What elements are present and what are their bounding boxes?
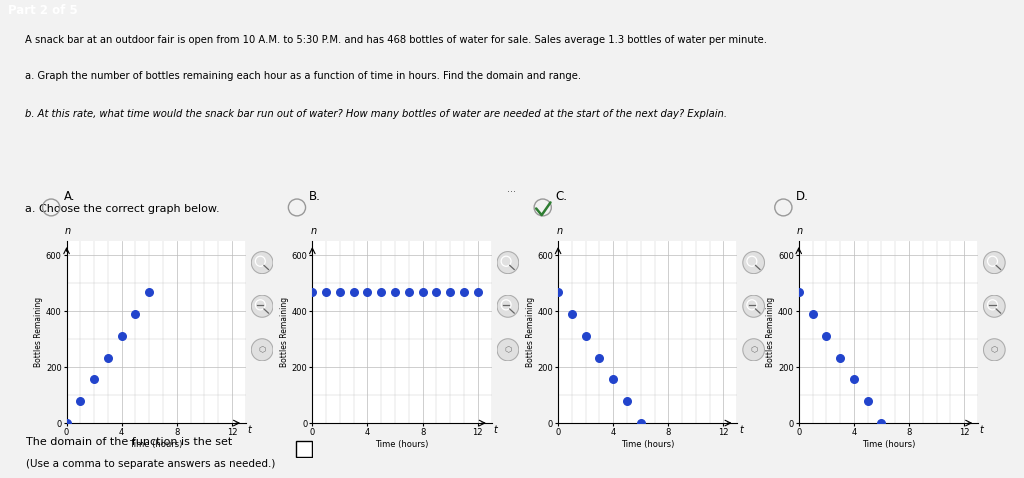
Text: (Use a comma to separate answers as needed.): (Use a comma to separate answers as need… xyxy=(26,459,275,469)
Point xyxy=(86,376,102,383)
Text: t: t xyxy=(494,425,498,435)
Y-axis label: Bottles Remaining: Bottles Remaining xyxy=(34,297,43,367)
X-axis label: Time (hours): Time (hours) xyxy=(375,440,429,449)
Point xyxy=(578,332,594,340)
Circle shape xyxy=(742,295,765,317)
Y-axis label: Bottles Remaining: Bottles Remaining xyxy=(525,297,535,367)
Text: a. Choose the correct graph below.: a. Choose the correct graph below. xyxy=(26,204,220,214)
Circle shape xyxy=(742,339,765,361)
Text: t: t xyxy=(739,425,743,435)
Point xyxy=(99,354,116,361)
Text: B.: B. xyxy=(309,190,322,203)
Circle shape xyxy=(742,251,765,273)
Point xyxy=(141,288,158,296)
Text: The domain of the function is the set: The domain of the function is the set xyxy=(26,437,231,447)
Text: A.: A. xyxy=(63,190,75,203)
Point xyxy=(456,288,472,296)
Point xyxy=(591,354,607,361)
Point xyxy=(345,288,361,296)
Text: ⬡: ⬡ xyxy=(990,345,998,354)
Text: n: n xyxy=(310,226,316,236)
Point xyxy=(127,310,143,318)
Text: ⬡: ⬡ xyxy=(258,345,266,354)
Point xyxy=(415,288,431,296)
Point xyxy=(442,288,459,296)
Text: ···: ··· xyxy=(508,187,516,196)
Point xyxy=(859,397,876,405)
Point xyxy=(846,376,862,383)
Point xyxy=(831,354,848,361)
Circle shape xyxy=(497,251,519,273)
Point xyxy=(605,376,622,383)
Point xyxy=(72,397,88,405)
Circle shape xyxy=(497,295,519,317)
Point xyxy=(873,419,890,427)
Circle shape xyxy=(497,339,519,361)
Text: Part 2 of 5: Part 2 of 5 xyxy=(8,4,78,17)
Text: D.: D. xyxy=(796,190,809,203)
Point xyxy=(818,332,835,340)
Point xyxy=(317,288,334,296)
Y-axis label: Bottles Remaining: Bottles Remaining xyxy=(280,297,289,367)
Circle shape xyxy=(983,251,1006,273)
Point xyxy=(563,310,580,318)
Circle shape xyxy=(251,295,273,317)
Point xyxy=(359,288,376,296)
X-axis label: Time (hours): Time (hours) xyxy=(129,440,183,449)
Text: n: n xyxy=(65,226,71,236)
Point xyxy=(58,419,75,427)
Circle shape xyxy=(983,295,1006,317)
Point xyxy=(114,332,130,340)
Point xyxy=(633,419,649,427)
Point xyxy=(387,288,403,296)
Circle shape xyxy=(251,251,273,273)
Text: n: n xyxy=(556,226,562,236)
Point xyxy=(373,288,389,296)
Point xyxy=(332,288,348,296)
Text: A snack bar at an outdoor fair is open from 10 A.M. to 5:30 P.M. and has 468 bot: A snack bar at an outdoor fair is open f… xyxy=(26,35,767,45)
Point xyxy=(550,288,566,296)
Text: n: n xyxy=(797,226,803,236)
Point xyxy=(791,288,807,296)
Point xyxy=(304,288,321,296)
Point xyxy=(618,397,635,405)
Text: t: t xyxy=(980,425,984,435)
Text: C.: C. xyxy=(555,190,567,203)
Point xyxy=(804,310,820,318)
Point xyxy=(470,288,486,296)
Text: a. Graph the number of bottles remaining each hour as a function of time in hour: a. Graph the number of bottles remaining… xyxy=(26,71,582,81)
Circle shape xyxy=(983,339,1006,361)
Text: b. At this rate, what time would the snack bar run out of water? How many bottle: b. At this rate, what time would the sna… xyxy=(26,109,727,120)
X-axis label: Time (hours): Time (hours) xyxy=(621,440,675,449)
Point xyxy=(428,288,444,296)
Circle shape xyxy=(251,339,273,361)
Text: ⬡: ⬡ xyxy=(504,345,512,354)
Text: t: t xyxy=(248,425,252,435)
X-axis label: Time (hours): Time (hours) xyxy=(861,440,915,449)
Point xyxy=(400,288,417,296)
Y-axis label: Bottles Remaining: Bottles Remaining xyxy=(766,297,775,367)
Text: ⬡: ⬡ xyxy=(750,345,758,354)
